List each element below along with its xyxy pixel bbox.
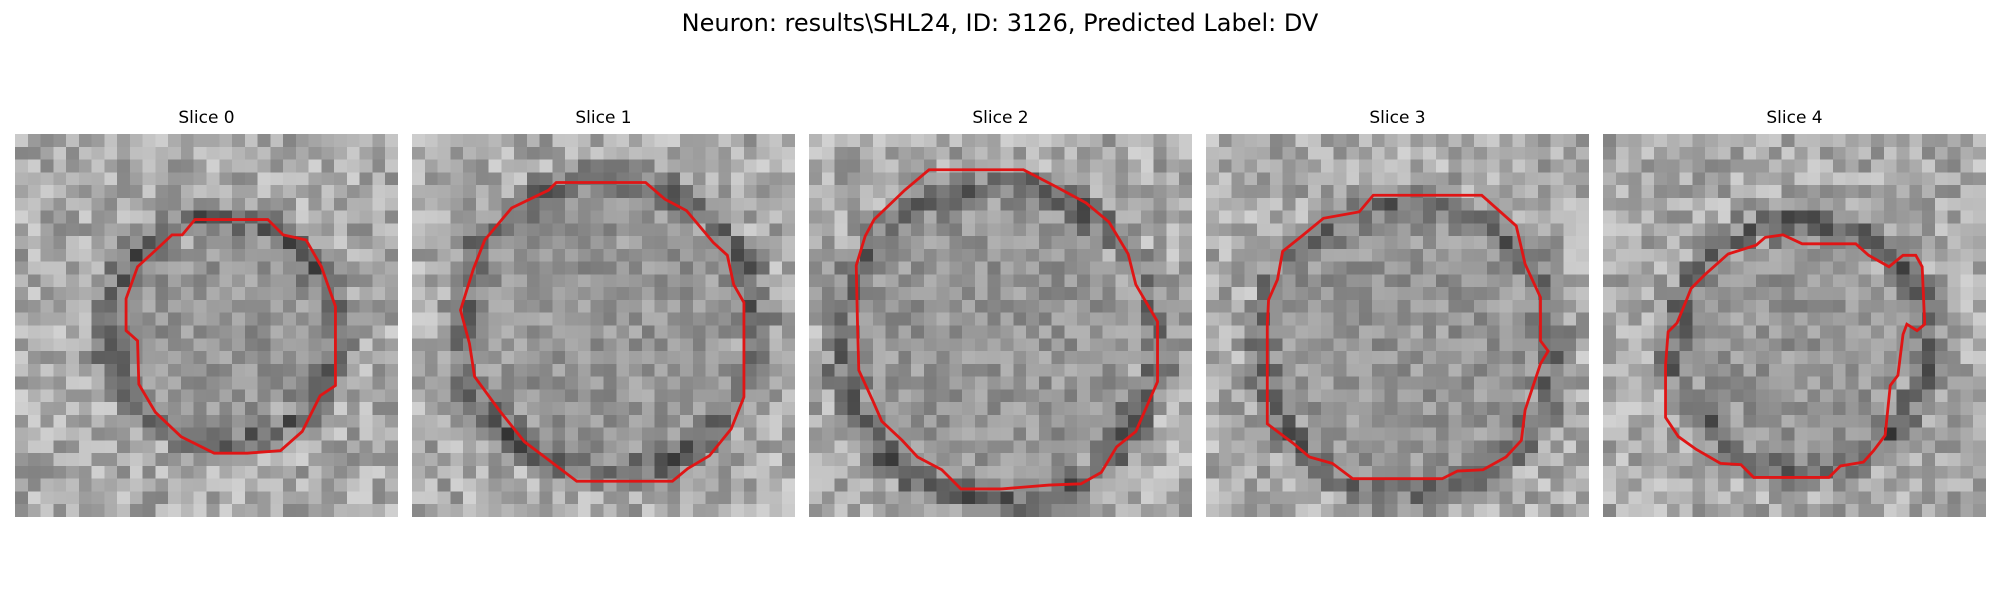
slice-title: Slice 0 — [178, 108, 235, 128]
slice-image — [1603, 134, 1986, 517]
slice-image — [809, 134, 1192, 517]
slice-image — [412, 134, 795, 517]
figure-title: Neuron: results\SHL24, ID: 3126, Predict… — [681, 9, 1319, 37]
slice-title: Slice 4 — [1766, 108, 1823, 128]
slice-title: Slice 2 — [972, 108, 1029, 128]
slice-title: Slice 3 — [1369, 108, 1426, 128]
slice-title: Slice 1 — [575, 108, 632, 128]
slice-image — [1206, 134, 1589, 517]
slice-image — [15, 134, 398, 517]
